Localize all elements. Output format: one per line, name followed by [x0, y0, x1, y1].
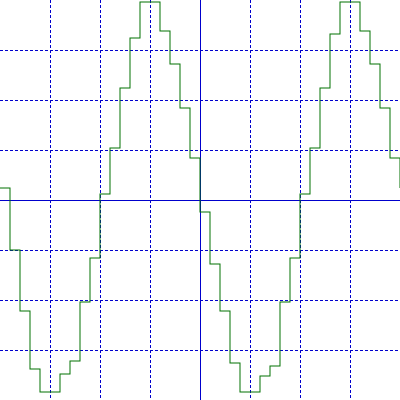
series-layer [0, 1, 400, 393]
series-line-0 [0, 1, 400, 393]
plot-area [0, 0, 400, 400]
chart-svg [0, 0, 400, 400]
